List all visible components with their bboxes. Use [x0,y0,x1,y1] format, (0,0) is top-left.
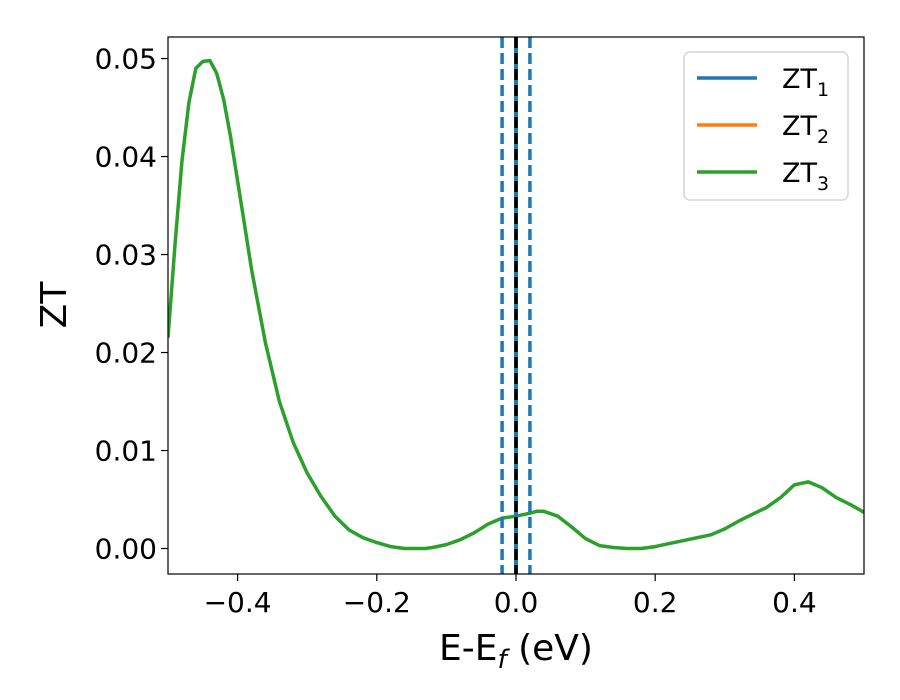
x-tick-label: 0.2 [633,586,678,619]
y-tick-label: 0.02 [95,337,157,370]
y-axis-label: ZT [34,281,75,329]
y-tick-label: 0.03 [95,239,157,272]
legend-label: ZT1 [782,64,829,101]
legend-label: ZT3 [782,158,829,195]
y-tick-label: 0.05 [95,43,157,76]
legend-box [683,51,849,201]
legend-label: ZT2 [782,111,829,148]
x-tick-label: 0.4 [772,586,817,619]
y-tick-label: 0.00 [95,533,157,566]
y-tick-label: 0.01 [95,435,157,468]
x-axis-label: E-Ef (eV) [439,628,593,675]
x-tick-label: −0.4 [204,586,272,619]
y-tick-label: 0.04 [95,141,157,174]
x-tick-label: −0.2 [343,586,411,619]
series-line-3 [168,58,864,551]
x-tick-label: 0.0 [494,586,539,619]
